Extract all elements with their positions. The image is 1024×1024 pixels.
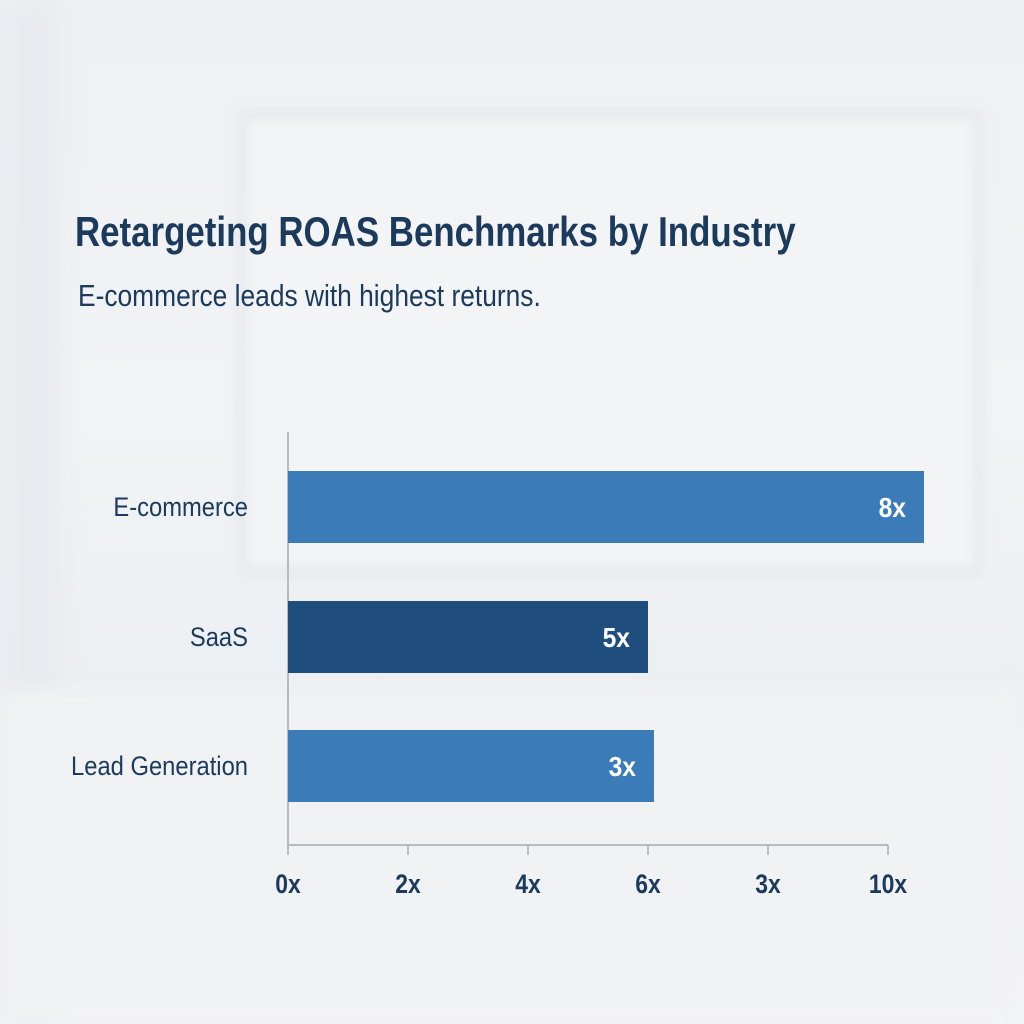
bar-e-commerce (288, 471, 924, 543)
chart-title: Retargeting ROAS Benchmarks by Industry (75, 208, 796, 255)
category-label: E-commerce (113, 493, 248, 523)
x-tick-label: 3x (755, 869, 781, 899)
x-tick-label: 2x (395, 869, 421, 899)
x-tick-label: 6x (635, 869, 661, 899)
bar-lead-generation (288, 730, 654, 802)
x-tick-label: 4x (515, 869, 541, 899)
data-label: 8x (879, 492, 907, 524)
bar-saas (288, 601, 648, 673)
data-label: 3x (609, 751, 637, 783)
data-label: 5x (603, 622, 631, 654)
category-label: Lead Generation (71, 752, 248, 782)
chart-subtitle: E-commerce leads with highest returns. (78, 278, 541, 313)
x-tick-label: 10x (869, 869, 907, 899)
category-label: SaaS (190, 623, 248, 653)
x-tick-label: 0x (275, 869, 301, 899)
